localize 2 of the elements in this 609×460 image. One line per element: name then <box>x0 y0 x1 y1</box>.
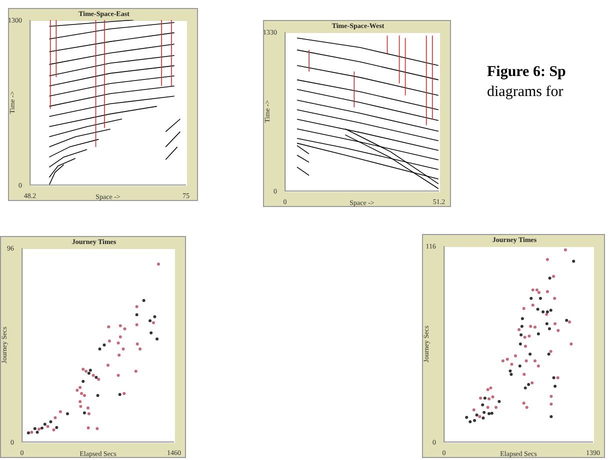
text: diagrams for <box>487 83 564 102</box>
caption: Figure 6: Sp <box>487 63 566 82</box>
